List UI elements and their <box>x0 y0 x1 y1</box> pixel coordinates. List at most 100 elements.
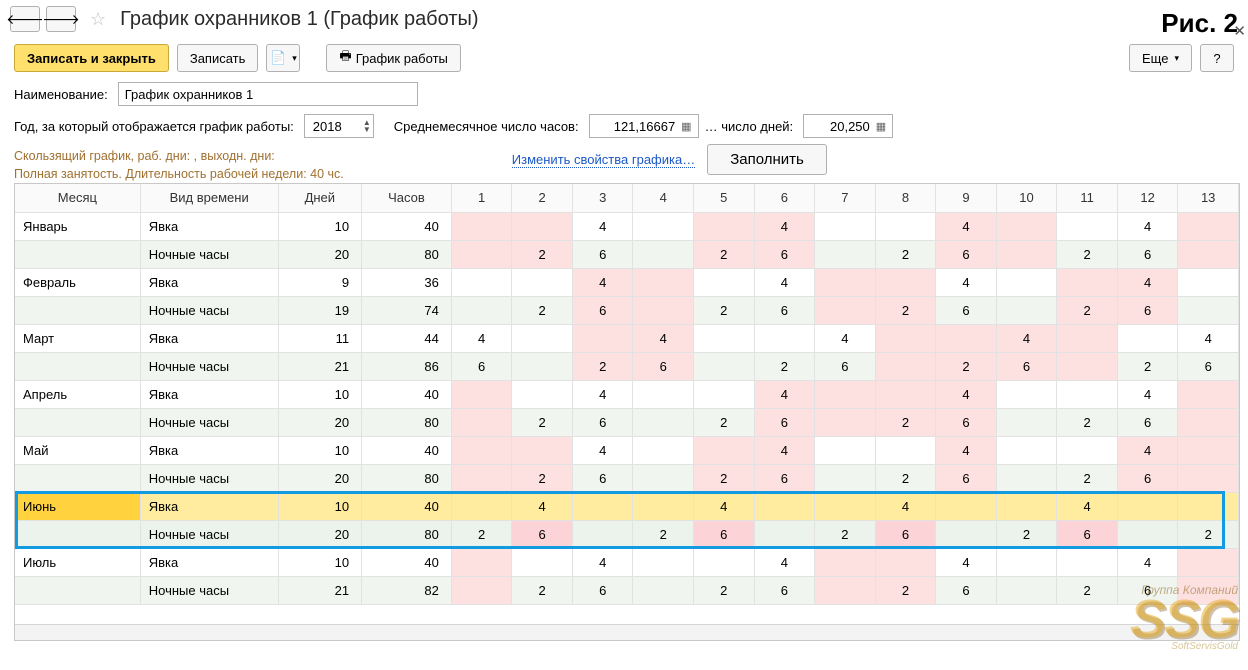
cell-day[interactable] <box>1117 492 1178 520</box>
cell-day[interactable] <box>512 352 573 380</box>
cell-day[interactable] <box>1057 380 1118 408</box>
cell-day[interactable]: 2 <box>996 520 1057 548</box>
cell-day[interactable] <box>815 268 876 296</box>
cell-day[interactable] <box>451 576 512 604</box>
cell-day[interactable]: 6 <box>1117 408 1178 436</box>
cell-day[interactable] <box>1057 212 1118 240</box>
favorite-icon[interactable]: ☆ <box>90 9 106 30</box>
cell-day[interactable] <box>1057 352 1118 380</box>
cell-day[interactable]: 4 <box>936 436 997 464</box>
cell-day[interactable]: 2 <box>512 464 573 492</box>
cell-day[interactable]: 4 <box>754 436 815 464</box>
cell-day[interactable]: 4 <box>1117 548 1178 576</box>
cell-day[interactable]: 6 <box>1117 464 1178 492</box>
cell-day[interactable] <box>1057 268 1118 296</box>
cell-day[interactable] <box>815 380 876 408</box>
cell-day[interactable]: 4 <box>1057 492 1118 520</box>
cell-day[interactable]: 4 <box>754 212 815 240</box>
cell-day[interactable]: 6 <box>572 464 633 492</box>
cell-day[interactable] <box>694 324 755 352</box>
cell-day[interactable] <box>512 212 573 240</box>
cell-day[interactable] <box>451 212 512 240</box>
table-row[interactable]: Ночные часы208026262626 <box>15 240 1239 268</box>
cell-day[interactable]: 6 <box>633 352 694 380</box>
nav-fwd-button[interactable]: 🡒 <box>46 6 76 32</box>
cell-day[interactable] <box>815 548 876 576</box>
cell-day[interactable]: 4 <box>451 324 512 352</box>
col-type[interactable]: Вид времени <box>140 184 278 212</box>
cell-day[interactable]: 2 <box>1057 296 1118 324</box>
cell-day[interactable]: 2 <box>1057 240 1118 268</box>
cell-day[interactable]: 2 <box>694 576 755 604</box>
table-row[interactable]: Ночные часы2080262626262 <box>15 520 1239 548</box>
schedule-button[interactable]: 🖶 График работы <box>326 44 460 72</box>
cell-day[interactable]: 2 <box>694 464 755 492</box>
cell-day[interactable]: 6 <box>936 296 997 324</box>
cell-day[interactable]: 6 <box>996 352 1057 380</box>
cell-day[interactable] <box>633 296 694 324</box>
col-month[interactable]: Месяц <box>15 184 140 212</box>
col-day[interactable]: 7 <box>815 184 876 212</box>
cell-day[interactable]: 2 <box>1117 352 1178 380</box>
cell-day[interactable] <box>1178 296 1239 324</box>
cell-day[interactable]: 6 <box>1057 520 1118 548</box>
cell-day[interactable]: 4 <box>572 548 633 576</box>
cell-day[interactable] <box>512 324 573 352</box>
cell-day[interactable] <box>936 324 997 352</box>
col-day[interactable]: 8 <box>875 184 936 212</box>
cell-day[interactable]: 2 <box>512 408 573 436</box>
cell-day[interactable]: 2 <box>512 240 573 268</box>
cell-day[interactable] <box>1178 492 1239 520</box>
cell-day[interactable]: 4 <box>572 380 633 408</box>
cell-day[interactable] <box>1178 268 1239 296</box>
cell-day[interactable] <box>754 520 815 548</box>
cell-day[interactable] <box>694 268 755 296</box>
table-row[interactable]: Ночные часы208026262626 <box>15 464 1239 492</box>
cell-day[interactable]: 4 <box>936 268 997 296</box>
cell-day[interactable] <box>633 240 694 268</box>
cell-day[interactable] <box>996 492 1057 520</box>
cell-day[interactable]: 4 <box>572 212 633 240</box>
cell-day[interactable]: 4 <box>694 492 755 520</box>
cell-day[interactable]: 2 <box>694 240 755 268</box>
cell-day[interactable]: 2 <box>1057 576 1118 604</box>
col-day[interactable]: 10 <box>996 184 1057 212</box>
cell-day[interactable]: 2 <box>572 352 633 380</box>
cell-day[interactable]: 4 <box>936 380 997 408</box>
cell-day[interactable]: 4 <box>1117 380 1178 408</box>
cell-day[interactable] <box>572 520 633 548</box>
attach-button[interactable]: 📄▾ <box>266 44 300 72</box>
cell-day[interactable] <box>936 492 997 520</box>
cell-day[interactable] <box>815 296 876 324</box>
cell-day[interactable]: 4 <box>754 548 815 576</box>
table-row[interactable]: МартЯвка114444444 <box>15 324 1239 352</box>
cell-day[interactable] <box>572 324 633 352</box>
table-row[interactable]: АпрельЯвка10404444 <box>15 380 1239 408</box>
cell-day[interactable]: 2 <box>1057 408 1118 436</box>
table-row[interactable]: Ночные часы218226262626 <box>15 576 1239 604</box>
cell-day[interactable] <box>1178 436 1239 464</box>
cell-day[interactable] <box>996 408 1057 436</box>
cell-day[interactable] <box>1178 240 1239 268</box>
cell-day[interactable] <box>633 548 694 576</box>
edit-properties-link[interactable]: Изменить свойства графика… <box>512 152 695 168</box>
cell-day[interactable] <box>875 548 936 576</box>
cell-day[interactable] <box>633 464 694 492</box>
cell-day[interactable] <box>875 352 936 380</box>
col-day[interactable]: 12 <box>1117 184 1178 212</box>
cell-day[interactable] <box>633 576 694 604</box>
cell-day[interactable]: 2 <box>512 296 573 324</box>
cell-day[interactable] <box>996 548 1057 576</box>
horizontal-scrollbar[interactable] <box>15 624 1239 640</box>
cell-day[interactable] <box>1057 436 1118 464</box>
cell-day[interactable]: 2 <box>875 240 936 268</box>
cell-day[interactable]: 6 <box>936 464 997 492</box>
cell-day[interactable] <box>633 380 694 408</box>
cell-day[interactable] <box>694 436 755 464</box>
cell-day[interactable] <box>1178 464 1239 492</box>
cell-day[interactable]: 4 <box>815 324 876 352</box>
col-day[interactable]: 5 <box>694 184 755 212</box>
cell-day[interactable]: 2 <box>936 352 997 380</box>
col-day[interactable]: 1 <box>451 184 512 212</box>
table-row[interactable]: МайЯвка10404444 <box>15 436 1239 464</box>
